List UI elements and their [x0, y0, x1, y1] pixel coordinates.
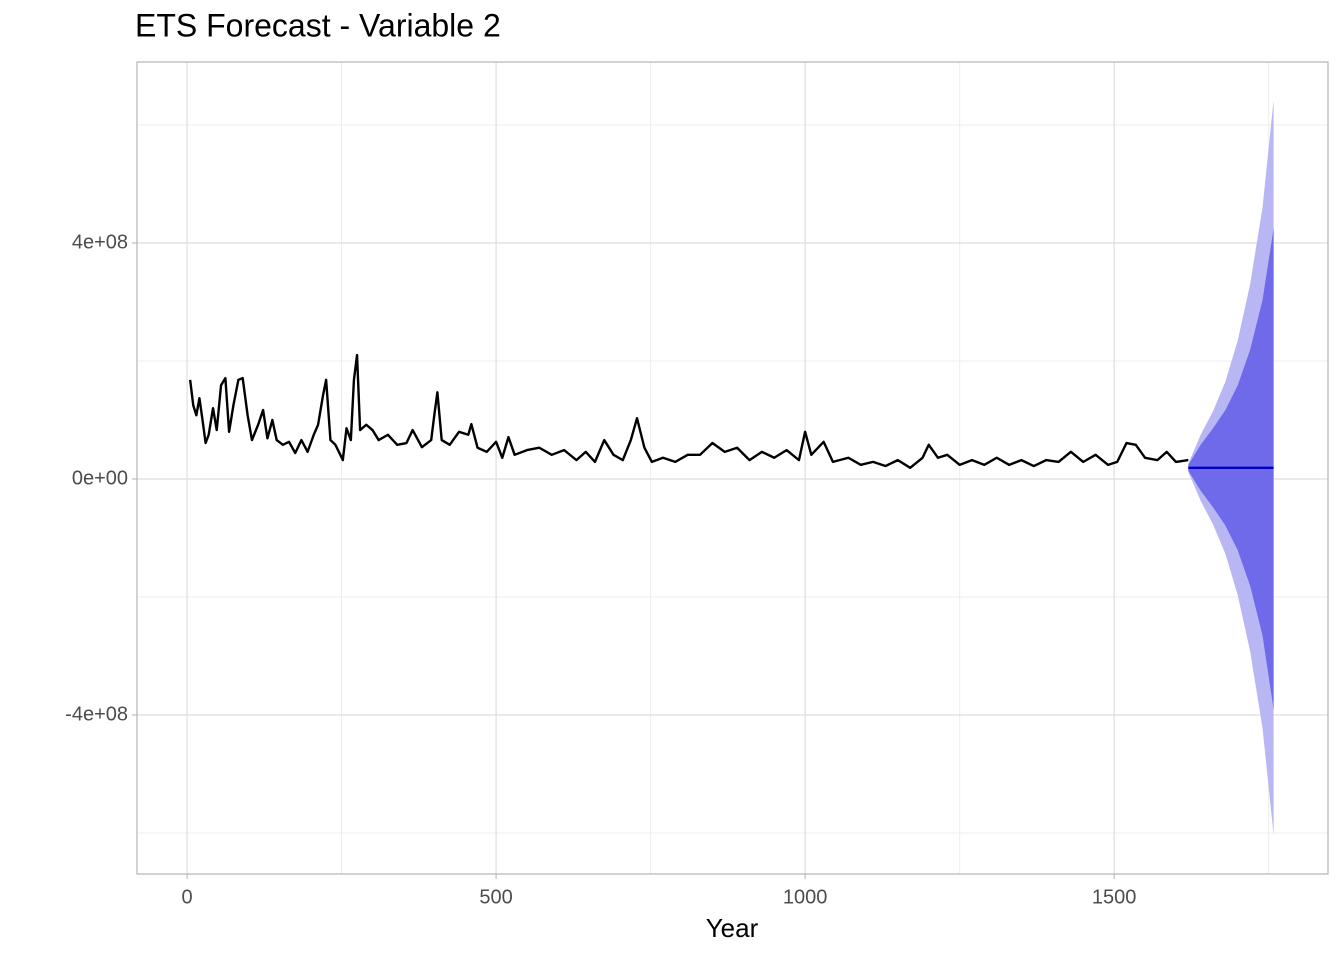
x-tick-label: 1500 [1092, 886, 1137, 908]
y-tick-label: 4e+08 [72, 231, 128, 253]
chart-title: ETS Forecast - Variable 2 [135, 7, 501, 43]
history-line [188, 353, 1189, 469]
x-tick-label: 500 [479, 886, 512, 908]
panel-border [136, 61, 1329, 875]
x-axis-title: Year [706, 913, 759, 943]
y-tick-label: 0e+00 [72, 467, 128, 489]
x-tick-label: 1000 [783, 886, 828, 908]
y-tick-label: -4e+08 [65, 703, 128, 725]
x-tick-label: 0 [182, 886, 193, 908]
